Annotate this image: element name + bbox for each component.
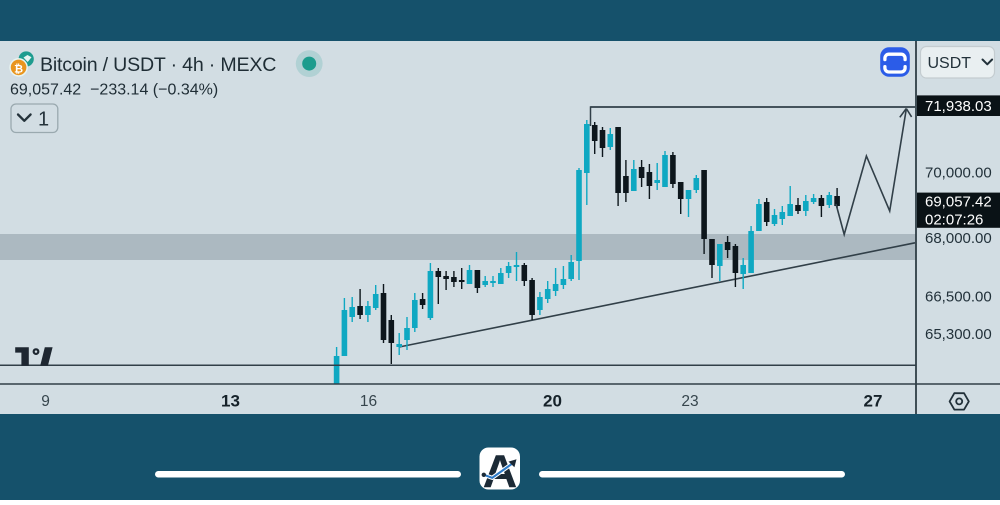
svg-text:Bitcoin / USDT · 4h · MEXC: Bitcoin / USDT · 4h · MEXC: [40, 54, 276, 76]
svg-text:02:07:26: 02:07:26: [925, 212, 983, 229]
svg-text:13: 13: [221, 392, 240, 411]
svg-text:23: 23: [681, 393, 698, 410]
svg-text:66,500.00: 66,500.00: [925, 288, 992, 305]
svg-text:1: 1: [38, 109, 49, 131]
svg-text:69,057.42 −233.14 (−0.34%): 69,057.42 −233.14 (−0.34%): [10, 82, 218, 99]
svg-text:20: 20: [543, 392, 562, 411]
svg-text:68,000.00: 68,000.00: [925, 230, 992, 247]
svg-text:71,938.03: 71,938.03: [925, 98, 992, 115]
svg-text:70,000.00: 70,000.00: [925, 164, 992, 181]
svg-text:65,300.00: 65,300.00: [925, 326, 992, 343]
svg-text:16: 16: [360, 393, 377, 410]
svg-text:69,057.42: 69,057.42: [925, 194, 992, 211]
svg-text:₿: ₿: [14, 63, 23, 75]
svg-text:USDT: USDT: [928, 55, 972, 72]
svg-text:27: 27: [864, 392, 883, 411]
svg-text:9: 9: [41, 393, 50, 410]
